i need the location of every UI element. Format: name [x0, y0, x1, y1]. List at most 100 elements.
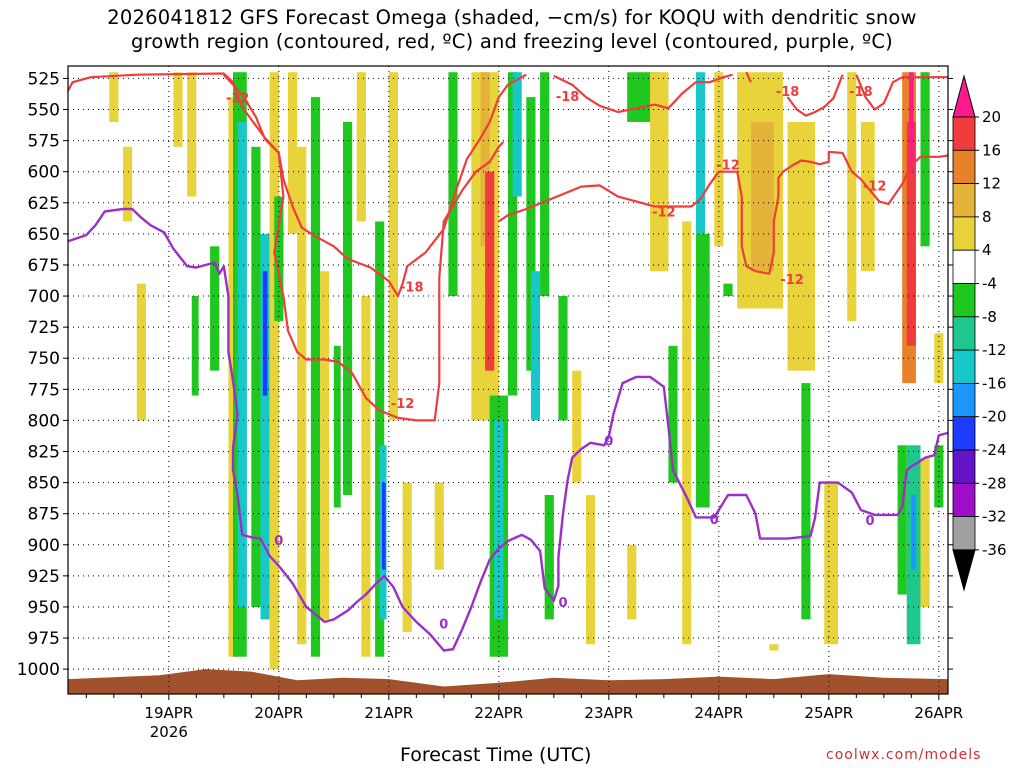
y-tick-label: 650	[28, 225, 60, 245]
omega-cell	[695, 72, 706, 234]
omega-cell	[897, 445, 907, 595]
y-tick-label: 1000	[17, 660, 60, 680]
omega-cell	[526, 97, 536, 371]
omega-cell	[191, 296, 199, 396]
contour-label: 0	[274, 534, 283, 549]
colorbar-label: -8	[982, 308, 997, 326]
contour-label: -18	[400, 280, 424, 295]
colorbar-segment	[952, 116, 976, 151]
chart-title: 2026041812 GFS Forecast Omega (shaded, −…	[0, 6, 1024, 54]
omega-cell	[361, 296, 371, 657]
colorbar-segment	[952, 349, 976, 384]
colorbar-segment	[952, 316, 976, 351]
contour-label: 0	[866, 514, 875, 529]
y-tick-label: 950	[28, 598, 60, 618]
omega-cell	[714, 72, 724, 247]
omega-cell	[375, 221, 385, 657]
colorbar-segment	[952, 382, 976, 418]
x-axis-title: Forecast Time (UTC)	[400, 744, 592, 766]
x-tick-label: 24APR	[694, 704, 743, 722]
omega-cell	[540, 72, 550, 297]
dgz-contour-line	[745, 71, 752, 83]
credit-link[interactable]: coolwx.com/models	[826, 747, 982, 763]
omega-cell	[274, 196, 284, 321]
x-tick-label: 25APR	[804, 704, 853, 722]
omega-cell	[682, 221, 692, 645]
contour-layer	[67, 71, 949, 652]
plot-frame	[67, 65, 949, 695]
omega-cell	[269, 72, 279, 670]
grid-layer	[68, 66, 948, 694]
omega-shading-layer	[109, 72, 944, 670]
colorbar-label: -20	[982, 408, 1007, 426]
colorbar-label: -4	[982, 275, 997, 293]
colorbar-segment	[952, 249, 976, 284]
omega-cell	[333, 345, 341, 508]
contour-label: -12	[716, 158, 740, 173]
colorbar: 20 16 12 8 4 -4 -8 -12 -16 -20 -24 -28 -32 -36	[952, 74, 1007, 592]
chart-title-line-2: growth region (contoured, red, ºC) and f…	[131, 30, 893, 53]
omega-cell	[920, 72, 930, 247]
contour-label: 0	[558, 596, 567, 611]
colorbar-label: -12	[982, 341, 1007, 359]
y-tick-label: 550	[28, 101, 60, 121]
contour-label: -18	[849, 85, 873, 100]
x-tick-label: 23APR	[584, 704, 633, 722]
omega-cell	[448, 72, 458, 297]
dgz-contour-line	[498, 150, 949, 275]
y-tick-label: 725	[28, 318, 60, 338]
omega-cell	[260, 233, 270, 620]
colorbar-segment	[952, 482, 976, 517]
colorbar-label: -32	[982, 508, 1007, 526]
omega-cell	[750, 121, 774, 272]
omega-cell	[320, 271, 330, 620]
terrain-fill	[68, 669, 948, 694]
omega-cell	[544, 495, 554, 620]
omega-cell	[585, 495, 596, 645]
y-tick-label: 900	[28, 536, 60, 556]
x-tick-sublabel: 2026	[150, 723, 188, 741]
omega-cell	[512, 72, 522, 197]
colorbar-top-arrow	[952, 74, 976, 118]
omega-cell	[920, 457, 930, 607]
x-tick-label: 19APR	[144, 704, 193, 722]
terrain-layer	[68, 669, 948, 694]
contour-label-layer: -12 -18 -12 -18 -12 -12 -12 -18 -18 -12 0 0 0 0 0 0	[226, 85, 887, 632]
colorbar-segment	[952, 283, 976, 318]
y-tick-label: 575	[28, 132, 60, 152]
omega-cell	[627, 544, 637, 620]
omega-cell	[485, 171, 495, 371]
chart-title-line-1: 2026041812 GFS Forecast Omega (shaded, −…	[107, 6, 917, 29]
omega-cell	[402, 482, 412, 632]
omega-cell	[187, 72, 197, 197]
colorbar-segment	[952, 149, 976, 185]
omega-cell	[480, 72, 490, 247]
y-tick-label: 775	[28, 380, 60, 400]
y-tick-label: 625	[28, 194, 60, 214]
x-tick-label: 22APR	[474, 704, 523, 722]
colorbar-label: -16	[982, 374, 1007, 392]
x-tick-label: 26APR	[914, 704, 963, 722]
contour-label: -12	[863, 180, 887, 195]
omega-cell	[650, 72, 669, 272]
contour-label: -12	[391, 397, 415, 412]
omega-cell	[909, 72, 914, 172]
colorbar-label: 20	[982, 108, 1001, 126]
dgz-contour-line	[67, 72, 505, 422]
omega-cell	[310, 97, 321, 657]
omega-cell	[388, 72, 398, 421]
y-tick-label: 850	[28, 474, 60, 494]
colorbar-segment	[952, 416, 976, 451]
colorbar-label: 16	[982, 141, 1001, 159]
dgz-contour-line	[553, 73, 733, 114]
omega-cell	[297, 146, 307, 645]
colorbar-bottom-arrow	[952, 549, 976, 592]
omega-cell	[824, 482, 838, 645]
colorbar-label: -24	[982, 441, 1007, 459]
omega-cell	[787, 121, 816, 371]
y-tick-label: 875	[28, 505, 60, 525]
dgz-contour-line	[855, 74, 948, 111]
colorbar-label: -28	[982, 474, 1007, 492]
omega-cell	[251, 146, 261, 607]
